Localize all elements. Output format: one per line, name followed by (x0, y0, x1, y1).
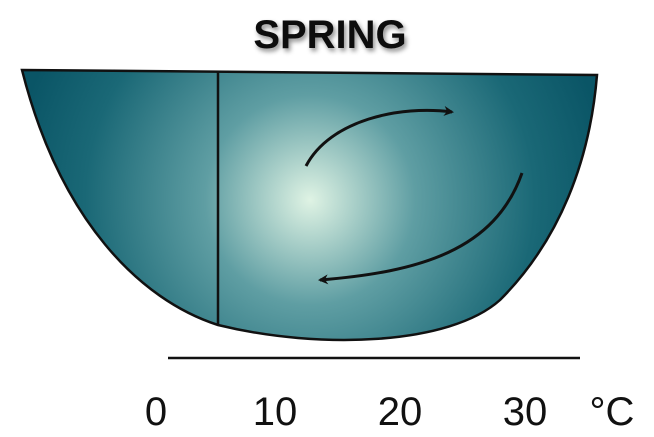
tick-label: 10 (253, 390, 298, 434)
unit-label: °C (590, 390, 635, 434)
lake-diagram: SPRING 0 10 20 30 °C (0, 0, 654, 437)
tick-label: 20 (378, 390, 423, 434)
lake (22, 70, 597, 340)
tick-label: 30 (503, 390, 548, 434)
title: SPRING (253, 13, 406, 57)
tick-label: 0 (145, 390, 167, 434)
page: {"title": "SPRING", "axis": {"ticks": ["… (0, 0, 654, 437)
